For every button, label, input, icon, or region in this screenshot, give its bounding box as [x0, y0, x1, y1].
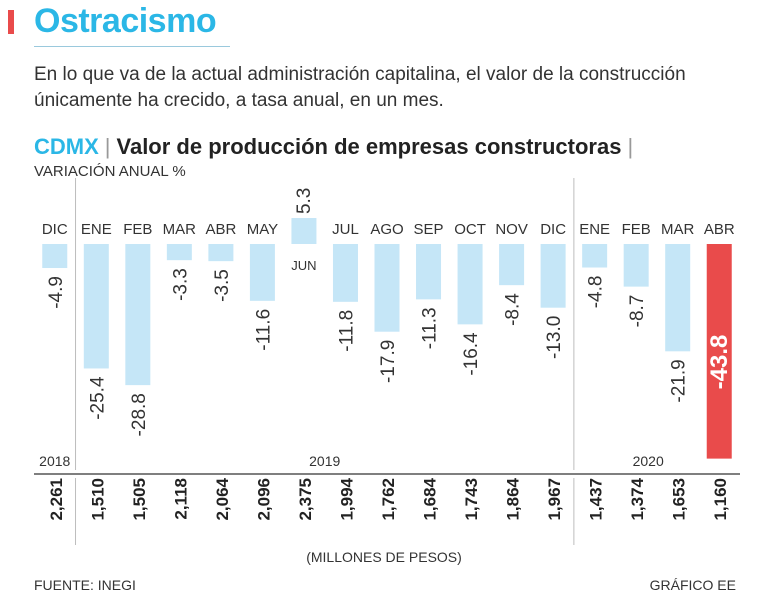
chart-title: Valor de producción de empresas construc… — [116, 134, 622, 159]
page-subtitle: En lo que va de la actual administración… — [34, 64, 686, 111]
chart-region: CDMX — [34, 134, 99, 159]
value-label: -3.5 — [212, 269, 233, 302]
value-label: 5.3 — [294, 188, 315, 214]
title-accent-bar — [8, 10, 14, 34]
heading-separator: | — [104, 134, 111, 159]
month-label: MAR — [661, 221, 695, 238]
production-value: 1,864 — [504, 477, 523, 520]
production-value: 1,743 — [462, 478, 481, 521]
value-label: -4.9 — [46, 276, 67, 309]
chart-bar — [499, 244, 525, 286]
month-label: JUN — [291, 258, 316, 273]
production-value: 1,967 — [545, 478, 564, 521]
chart-bar — [416, 244, 442, 300]
production-value: 2,375 — [296, 478, 315, 521]
production-value: 1,510 — [88, 478, 107, 521]
production-value: 1,684 — [421, 477, 440, 520]
chart-bar — [582, 244, 608, 268]
value-label: -21.9 — [669, 359, 690, 402]
month-label: ABR — [205, 221, 236, 238]
chart-bar — [665, 244, 691, 352]
value-label: -3.3 — [170, 268, 191, 301]
page-title: Ostracismo — [34, 2, 217, 40]
chart-bar — [374, 244, 400, 332]
year-label: 2019 — [309, 453, 340, 469]
chart-bar — [540, 244, 566, 308]
title-underline — [34, 46, 230, 47]
production-value: 2,118 — [171, 478, 190, 520]
y-axis-label: VARIACIÓN ANUAL % — [34, 163, 186, 180]
value-label: -8.4 — [503, 293, 524, 326]
value-label: -11.8 — [336, 310, 357, 352]
units-note: (MILLONES DE PESOS) — [306, 549, 462, 565]
chart-bar — [249, 244, 275, 301]
month-label: SEP — [414, 221, 444, 238]
chart-bar — [332, 244, 358, 302]
year-label: 2018 — [39, 453, 70, 469]
production-value: 1,374 — [628, 477, 647, 520]
chart-bar — [623, 244, 649, 287]
chart-bar — [166, 244, 192, 261]
value-label: -16.4 — [461, 332, 482, 376]
month-label: AGO — [370, 221, 403, 238]
value-label: -13.0 — [544, 316, 565, 359]
value-label: -28.8 — [129, 393, 150, 436]
month-label: FEB — [622, 221, 651, 238]
production-value: 1,994 — [337, 477, 356, 520]
source-note: FUENTE: INEGI — [34, 577, 136, 593]
month-label: NOV — [495, 221, 528, 238]
credit-note: GRÁFICO EE — [650, 577, 736, 593]
year-label: 2020 — [633, 453, 664, 469]
production-value: 1,505 — [130, 478, 149, 521]
value-label: -17.9 — [378, 340, 399, 383]
chart-bar — [457, 244, 483, 325]
value-label: -8.7 — [627, 295, 648, 328]
chart-bar — [83, 244, 109, 369]
value-label: -11.3 — [420, 307, 441, 349]
chart-bar — [208, 244, 234, 262]
chart-bar — [291, 218, 317, 244]
month-label: DIC — [42, 221, 68, 238]
production-value: 2,261 — [47, 478, 66, 521]
month-label: JUL — [332, 221, 359, 238]
production-value: 1,437 — [587, 478, 606, 521]
value-label: -4.8 — [586, 276, 607, 309]
value-label: -11.6 — [253, 309, 274, 351]
production-value: 2,096 — [254, 478, 273, 521]
value-label: -43.8 — [706, 335, 733, 390]
heading-trailing-separator: | — [627, 134, 634, 159]
production-value: 1,160 — [711, 478, 730, 521]
month-label: OCT — [454, 221, 486, 238]
month-label: ABR — [704, 221, 735, 238]
value-label: -25.4 — [87, 376, 108, 420]
month-label: ENE — [81, 221, 112, 238]
month-label: DIC — [540, 221, 566, 238]
chart-bar — [125, 244, 151, 386]
production-value: 2,064 — [213, 477, 232, 520]
chart-bar — [42, 244, 68, 269]
chart-heading: CDMX | Valor de producción de empresas con… — [34, 134, 639, 160]
month-label: MAR — [163, 221, 197, 238]
month-label: FEB — [123, 221, 152, 238]
production-value: 1,653 — [670, 478, 689, 521]
chart-bar — [706, 244, 732, 459]
month-label: ENE — [579, 221, 610, 238]
production-value: 1,762 — [379, 478, 398, 521]
month-label: MAY — [247, 221, 278, 238]
